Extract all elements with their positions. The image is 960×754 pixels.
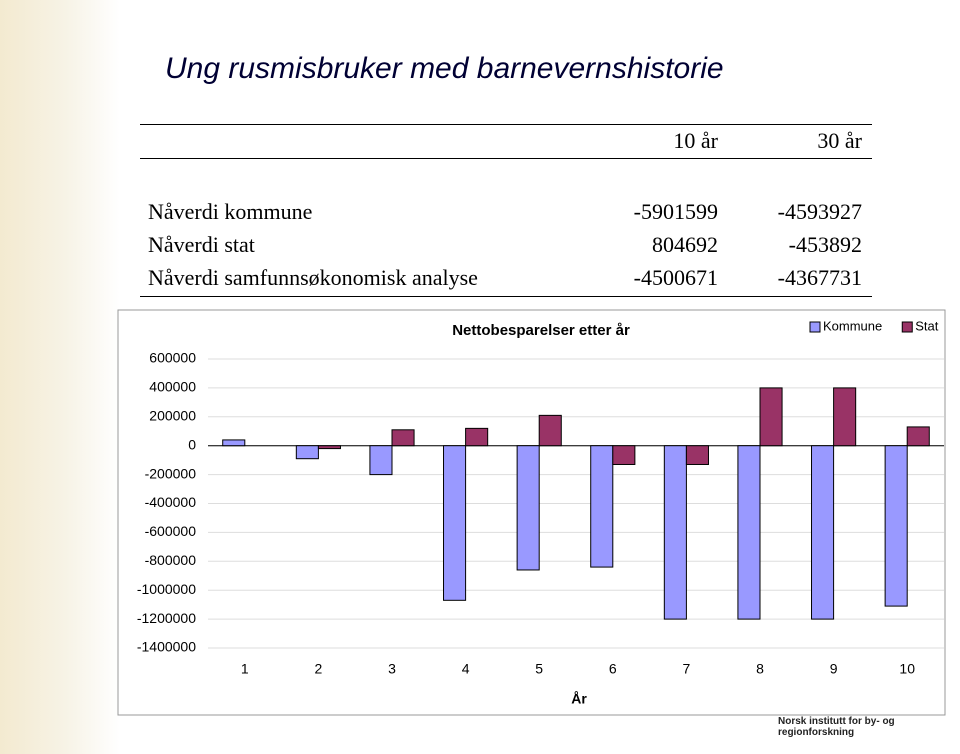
bar: [590, 445, 614, 568]
bar: [465, 427, 489, 447]
table: 10 år 30 år Nåverdi kommune -5901599 -4593…: [140, 124, 872, 297]
bar: [391, 429, 415, 447]
y-tick-label: -1400000: [137, 639, 196, 655]
legend-label: Stat: [915, 318, 939, 333]
bar: [737, 445, 761, 620]
x-tick-label: 3: [388, 661, 396, 677]
x-tick-label: 9: [830, 661, 838, 677]
cell: -5901599: [633, 199, 718, 224]
cell: -4500671: [633, 265, 718, 290]
cell: -453892: [788, 232, 862, 257]
table-row: Nåverdi kommune -5901599 -4593927: [140, 197, 872, 230]
x-axis-label: År: [571, 691, 587, 707]
footer: Norsk institutt for by- og regionforskni…: [778, 716, 895, 738]
cell: 804692: [652, 232, 718, 257]
table-header: 10 år 30 år: [140, 125, 872, 159]
bar: [516, 445, 540, 571]
y-tick-label: 200000: [149, 408, 196, 424]
x-tick-label: 10: [899, 661, 915, 677]
x-tick-label: 6: [609, 661, 617, 677]
y-tick-label: -400000: [145, 494, 197, 510]
bar: [663, 445, 687, 620]
x-tick-label: 8: [756, 661, 764, 677]
background: [0, 0, 120, 754]
x-tick-label: 1: [241, 661, 249, 677]
y-tick-label: 400000: [149, 379, 196, 395]
y-tick-label: -1200000: [137, 610, 196, 626]
bar: [811, 445, 835, 620]
table-row: Nåverdi samfunnsøkonomisk analyse -450067…: [140, 263, 872, 296]
column-header: 10 år: [673, 128, 718, 153]
bar: [833, 387, 857, 447]
y-tick-label: 0: [188, 436, 196, 452]
y-tick-label: -200000: [145, 465, 197, 481]
y-tick-label: -600000: [145, 523, 197, 539]
slide-title: Ung rusmisbruker med barnevernshistorie: [165, 52, 724, 85]
bar: [443, 445, 467, 601]
bar: [317, 445, 341, 450]
bar: [369, 445, 393, 476]
legend-swatch: [901, 321, 913, 333]
x-tick-label: 7: [683, 661, 691, 677]
bar: [906, 426, 930, 447]
bar: [759, 387, 783, 447]
bar: [295, 445, 319, 460]
y-tick-label: 600000: [149, 350, 196, 366]
cell: Nåverdi samfunnsøkonomisk analyse: [148, 265, 478, 290]
cell: Nåverdi stat: [148, 232, 255, 257]
legend-swatch: [809, 321, 821, 333]
column-header: 30 år: [817, 128, 862, 153]
cell: Nåverdi kommune: [148, 199, 313, 224]
bar: [612, 445, 636, 465]
y-tick-label: -1000000: [137, 581, 196, 597]
legend-label: Kommune: [823, 318, 882, 333]
chart-title: Nettobesparelser etter år: [452, 322, 630, 339]
x-tick-label: 2: [315, 661, 323, 677]
cell: -4367731: [777, 265, 862, 290]
y-tick-label: -800000: [145, 552, 197, 568]
table-row: Nåverdi stat 804692 -453892: [140, 230, 872, 263]
cell: -4593927: [777, 199, 862, 224]
x-tick-label: 5: [535, 661, 543, 677]
bar: [685, 445, 709, 465]
bar: [884, 445, 908, 607]
x-tick-label: 4: [462, 661, 470, 677]
bar: [222, 439, 246, 447]
bar: [538, 414, 562, 447]
